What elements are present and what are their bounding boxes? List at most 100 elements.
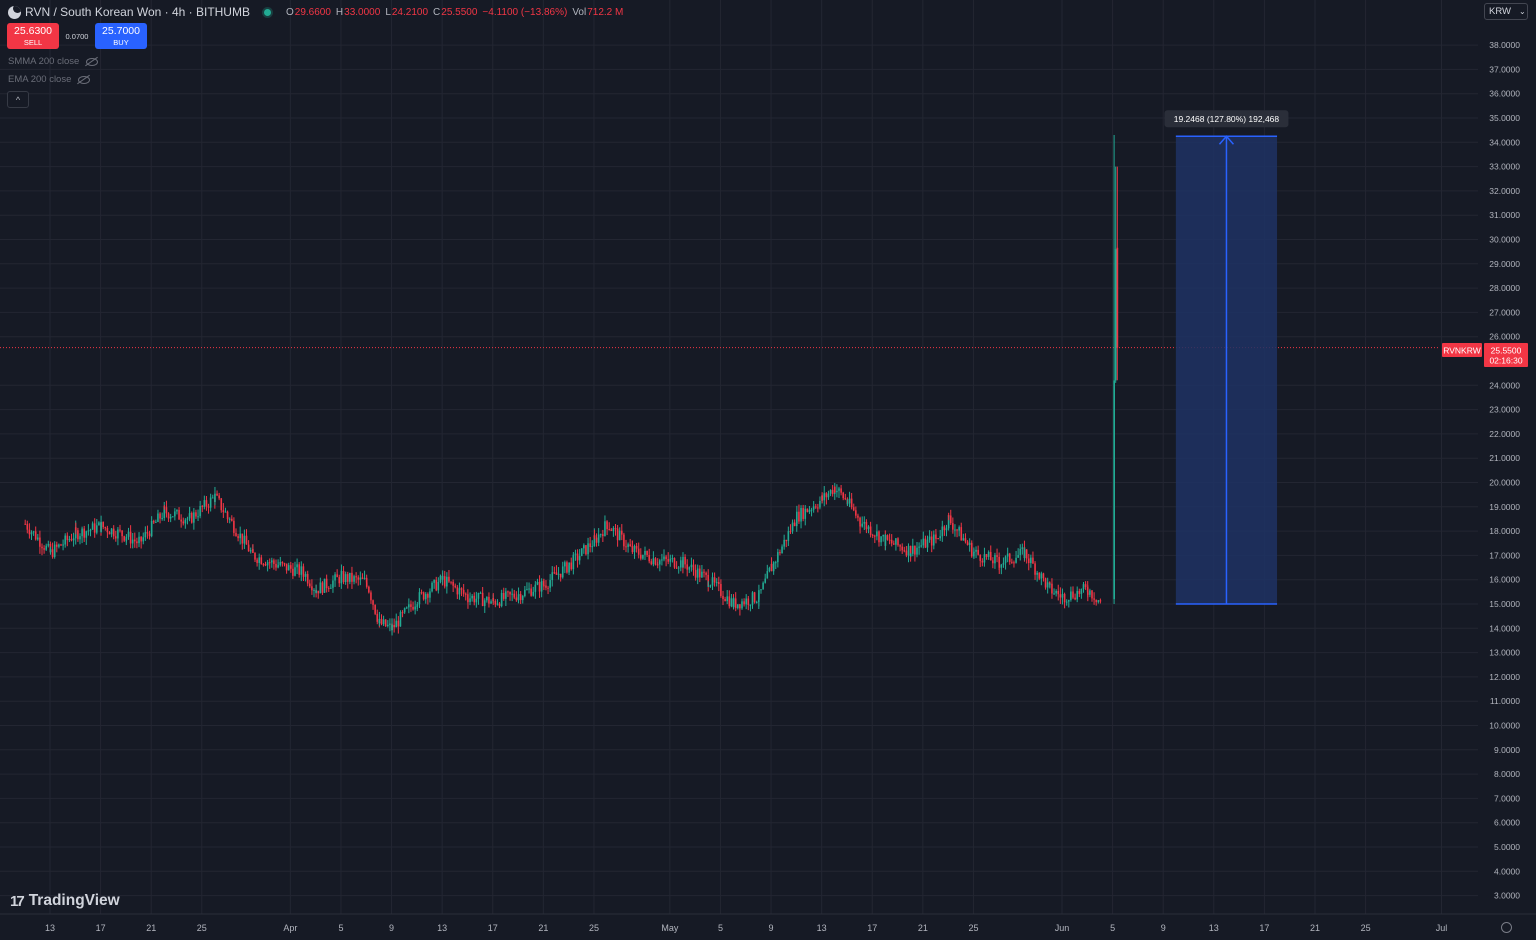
candle-body (142, 537, 145, 542)
candle-body (831, 489, 834, 495)
candle-body (629, 544, 631, 547)
candle-body (268, 562, 271, 564)
candle-body (566, 562, 568, 573)
candle-body (294, 567, 296, 576)
candle-body (64, 535, 66, 545)
candle-body (966, 541, 969, 545)
tradingview-logo[interactable]: 17 TradingView (10, 892, 120, 910)
candle-body (656, 564, 659, 566)
candle-body (610, 529, 613, 531)
candle-body (256, 559, 258, 563)
candle-body (555, 572, 558, 575)
candle-body (774, 562, 777, 564)
candle-body (56, 544, 58, 547)
price-tick-label: 21.0000 (1489, 453, 1520, 463)
candle-body (916, 547, 918, 555)
indicator-ema[interactable]: EMA 200 close (8, 74, 91, 85)
candle-body (416, 604, 419, 606)
candle-body (962, 538, 965, 541)
candle-body (233, 520, 235, 533)
candle-body (77, 530, 79, 540)
time-tick-label: 25 (589, 923, 599, 933)
candle-body (968, 542, 971, 545)
candle-body (174, 511, 176, 517)
price-tick-label: 27.0000 (1489, 307, 1520, 317)
candle-body (452, 581, 454, 586)
candle-body (368, 586, 370, 593)
candle-body (770, 563, 773, 572)
eye-hidden-icon[interactable] (78, 75, 91, 84)
candle-body (28, 529, 31, 535)
candle-body (604, 521, 606, 537)
candle-body (184, 519, 187, 524)
market-status-icon[interactable] (263, 8, 271, 16)
candle-body (340, 573, 343, 584)
candle-body (1097, 600, 1100, 603)
candle-body (372, 600, 374, 605)
candle-body (884, 535, 887, 546)
candle-body (70, 539, 73, 541)
candle-body (1080, 589, 1083, 594)
candle-body (762, 582, 764, 590)
candle-body (49, 549, 52, 553)
candle-body (907, 545, 910, 556)
price-tick-label: 8.0000 (1494, 769, 1520, 779)
candle-body (85, 531, 88, 538)
candle-body (1008, 553, 1011, 562)
ohlc-close-value: 25.5500 (441, 6, 478, 18)
candle-body (1046, 582, 1049, 588)
candle-body (989, 551, 992, 561)
candle-body (1074, 597, 1076, 600)
candle-body (500, 592, 503, 607)
candle-body (247, 544, 250, 552)
candle-body (83, 528, 85, 538)
sell-button[interactable]: 25.6300 SELL (7, 23, 59, 49)
time-tick-label: 25 (968, 923, 978, 933)
candle-body (914, 545, 916, 555)
candle-body (827, 493, 830, 498)
price-tick-label: 6.0000 (1494, 818, 1520, 828)
candle-body (201, 505, 204, 507)
candle-body (768, 568, 771, 572)
price-axis[interactable]: 38.0000 37.0000 36.0000 35.0000 34.0000 33.00… (1489, 40, 1520, 901)
collapse-legend-button[interactable]: ^ (7, 91, 29, 108)
candle-body (549, 580, 551, 588)
candle-body (564, 562, 566, 567)
candle-body (378, 618, 381, 624)
candle-body (701, 571, 703, 578)
candle-body (998, 563, 1001, 568)
candle-body (707, 585, 710, 587)
symbol-title[interactable]: RVN / South Korean Won · 4h · BITHUMB (25, 5, 250, 19)
candle-body (897, 538, 899, 546)
candle-body (424, 594, 427, 600)
settings-gear-icon[interactable] (1501, 922, 1512, 933)
candle-body (285, 563, 288, 571)
eye-hidden-icon[interactable] (86, 57, 99, 66)
time-tick-label: Jul (1436, 923, 1448, 933)
candle-body (450, 581, 452, 583)
candle-body (852, 507, 855, 511)
price-range-tool[interactable]: 19.2468 (127.80%) 192,468 (1164, 110, 1289, 605)
candle-body (138, 536, 140, 540)
candle-body (958, 527, 960, 531)
candle-body (945, 528, 948, 531)
time-tick-label: 17 (488, 923, 498, 933)
buy-button[interactable]: 25.7000 BUY (95, 23, 147, 49)
time-tick-label: 25 (197, 923, 207, 933)
candle-body (675, 567, 678, 569)
currency-select[interactable]: KRW ⌄ (1484, 3, 1528, 20)
price-tick-label: 32.0000 (1489, 186, 1520, 196)
candle-body (167, 513, 170, 519)
ohlc-low-value: 24.2100 (391, 6, 429, 18)
candle-body (1089, 590, 1091, 595)
price-tick-label: 19.0000 (1489, 502, 1520, 512)
candle-body (382, 619, 385, 625)
candle-body (530, 588, 532, 596)
candle-body (355, 576, 357, 578)
candle-body (871, 534, 874, 536)
time-axis[interactable]: 13 17 21 25 Apr 5 9 13 17 21 25 May 5 9 13 17 21 25 Jun 5 9 1… (0, 913, 1536, 933)
indicator-smma[interactable]: SMMA 200 close (8, 56, 99, 67)
candle-body (865, 521, 868, 530)
